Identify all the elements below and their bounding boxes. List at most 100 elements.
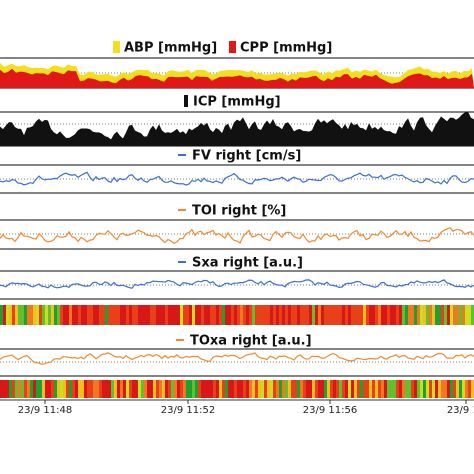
heat-cell	[144, 305, 148, 325]
heat-cell	[273, 380, 277, 398]
heat-cell	[396, 305, 400, 325]
heat-cell	[348, 305, 352, 325]
heat-cell	[444, 380, 448, 398]
heat-cell	[453, 305, 457, 325]
heat-cell	[75, 305, 79, 325]
heat-cell	[471, 380, 474, 398]
time-label: 23/9 11:48	[18, 405, 72, 416]
heat-cell	[369, 380, 373, 398]
heat-cell	[288, 305, 292, 325]
heat-cell	[201, 305, 205, 325]
heat-cell	[171, 305, 175, 325]
heat-cell	[234, 380, 238, 398]
heat-cell	[243, 380, 247, 398]
heat-cell	[123, 305, 127, 325]
heat-cell	[204, 305, 208, 325]
heat-cell	[27, 380, 31, 398]
heat-cell	[168, 305, 172, 325]
heat-cell	[357, 380, 361, 398]
heat-cell	[210, 305, 214, 325]
heat-cell	[399, 305, 403, 325]
heat-cell	[222, 380, 226, 398]
heat-cell	[120, 380, 124, 398]
heat-cell	[243, 305, 247, 325]
heat-cell	[42, 380, 46, 398]
heat-cell	[240, 305, 244, 325]
heat-cell	[135, 380, 139, 398]
heat-cell	[3, 305, 7, 325]
heat-cell	[231, 380, 235, 398]
heat-cell	[417, 305, 421, 325]
heat-cell	[369, 305, 373, 325]
heat-cell	[312, 380, 316, 398]
heat-cell	[375, 305, 379, 325]
heat-cell	[387, 305, 391, 325]
heat-cell	[318, 305, 322, 325]
heat-cell	[99, 305, 103, 325]
panel	[0, 348, 474, 377]
heat-cell	[354, 305, 358, 325]
heat-cell	[318, 380, 322, 398]
heat-cell	[426, 380, 430, 398]
heat-cell	[339, 380, 343, 398]
heat-cell	[261, 305, 265, 325]
heat-cell	[306, 305, 310, 325]
heat-cell	[258, 380, 262, 398]
heat-cell	[351, 305, 355, 325]
heat-cell	[147, 380, 151, 398]
heat-cell	[84, 380, 88, 398]
heat-cell	[408, 380, 412, 398]
heat-cell	[279, 380, 283, 398]
heat-cell	[66, 380, 70, 398]
heat-cell	[63, 380, 67, 398]
icp-area	[0, 111, 474, 146]
heat-cell	[45, 305, 49, 325]
heat-cell	[339, 305, 343, 325]
heat-cell	[315, 305, 319, 325]
heat-cell	[84, 305, 88, 325]
heat-cell	[87, 380, 91, 398]
heat-cell	[153, 380, 157, 398]
heat-cell	[285, 380, 289, 398]
heat-cell	[45, 380, 49, 398]
heat-cell	[180, 305, 184, 325]
heat-cell	[432, 380, 436, 398]
heat-cell	[237, 305, 241, 325]
heat-cell	[327, 380, 331, 398]
legend-label: ICP [mmHg]	[193, 95, 281, 110]
heat-cell	[465, 305, 469, 325]
heat-cell	[402, 305, 406, 325]
heat-cell	[378, 380, 382, 398]
cpp-swatch	[229, 41, 236, 53]
heat-cell	[282, 380, 286, 398]
legend-label: CPP [mmHg]	[240, 41, 332, 56]
heat-cell	[90, 305, 94, 325]
heat-cell	[330, 380, 334, 398]
heat-cell	[6, 380, 10, 398]
heat-cell	[411, 305, 415, 325]
heat-cell	[423, 305, 427, 325]
heat-cell	[162, 305, 166, 325]
heat-cell	[396, 380, 400, 398]
heat-cell	[48, 305, 52, 325]
heat-cell	[135, 305, 139, 325]
heat-cell	[276, 380, 280, 398]
heat-cell	[105, 380, 109, 398]
heat-cell	[468, 380, 472, 398]
heat-cell	[360, 380, 364, 398]
time-label: 23/9 11:52	[161, 405, 215, 416]
heat-cell	[345, 305, 349, 325]
heat-cell	[129, 305, 133, 325]
heat-cell	[186, 380, 190, 398]
heat-cell	[207, 305, 211, 325]
heat-cell	[42, 305, 46, 325]
heat-cell	[435, 305, 439, 325]
heat-cell	[168, 380, 172, 398]
heat-cell	[30, 305, 34, 325]
heat-cell	[126, 305, 130, 325]
toi-line	[0, 227, 474, 245]
heat-cell	[258, 305, 262, 325]
time-label: 23/9 12	[447, 405, 474, 416]
heat-cell	[297, 380, 301, 398]
heat-cell	[123, 380, 127, 398]
